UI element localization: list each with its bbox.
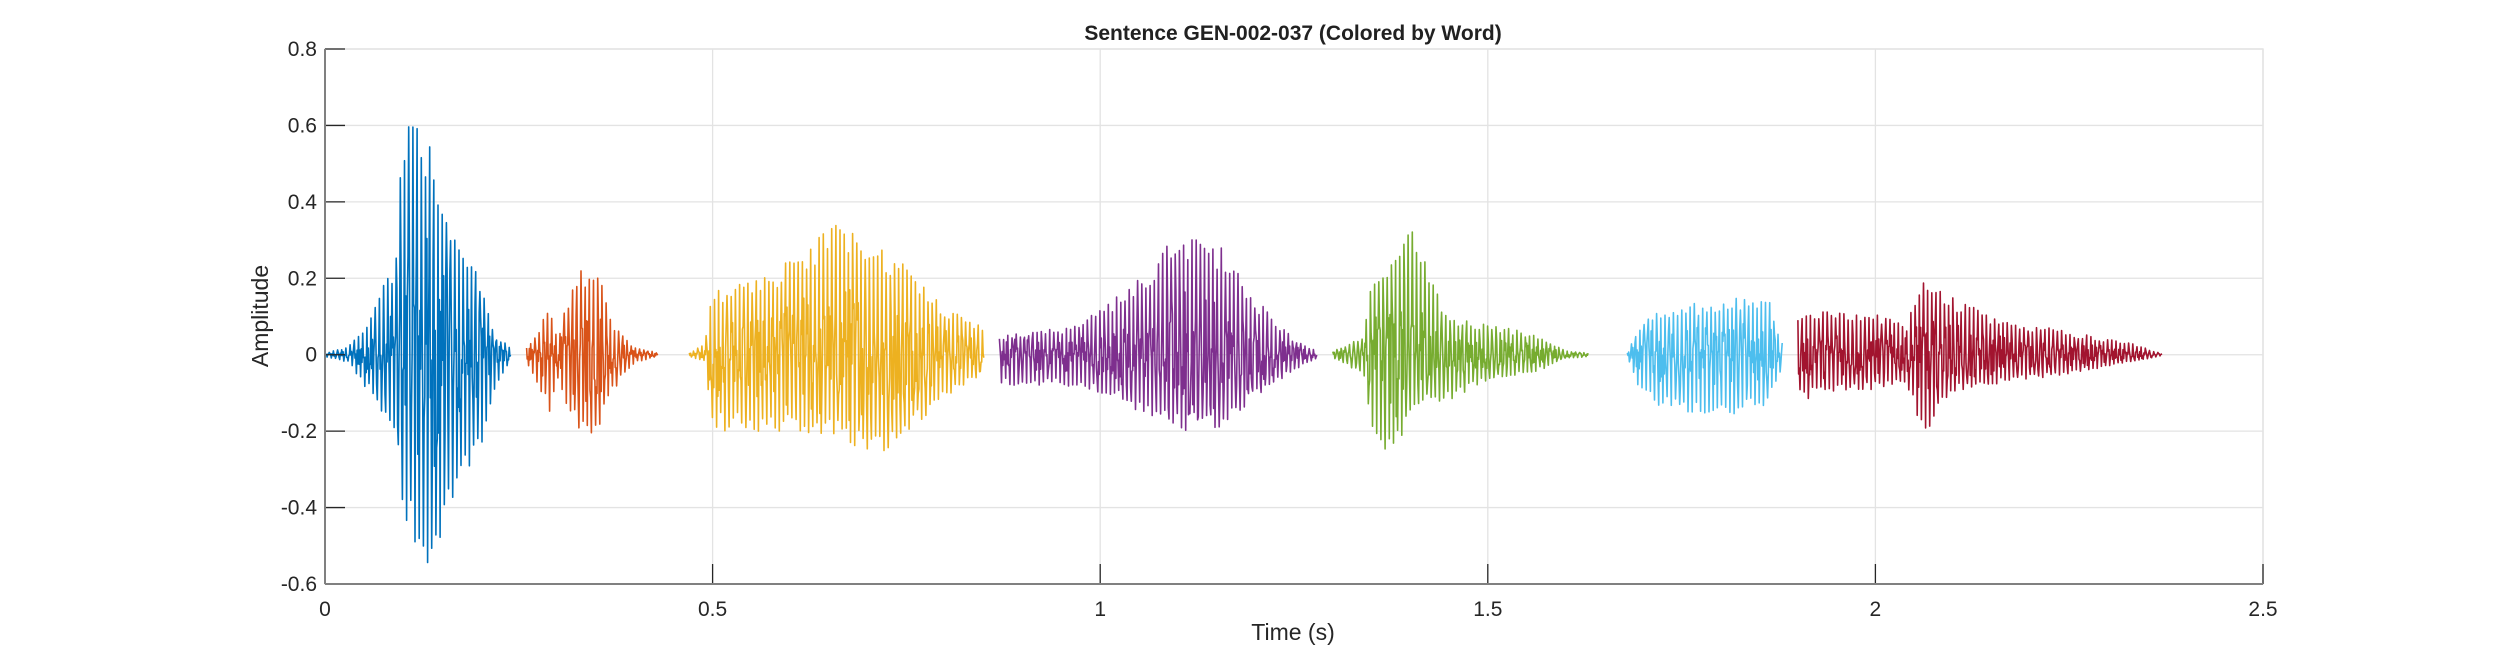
x-tick-label: 1 xyxy=(1094,598,1106,621)
word-segment-3 xyxy=(688,224,985,452)
y-tick-label: -0.6 xyxy=(281,573,317,596)
word-segment-1 xyxy=(324,126,512,564)
y-tick-label: 0.6 xyxy=(288,114,317,137)
y-tick-label: 0 xyxy=(305,344,317,367)
x-tick-label: 2 xyxy=(1870,598,1882,621)
word-segment-4 xyxy=(998,239,1318,431)
axes xyxy=(324,48,2264,585)
word-segment-6 xyxy=(1626,297,1783,415)
y-tick-label: -0.4 xyxy=(281,497,318,520)
x-tick-label: 1.5 xyxy=(1473,598,1502,621)
y-axis-label: Amplitude xyxy=(247,265,273,367)
waveform-segments xyxy=(324,126,2163,564)
y-tick-label: -0.2 xyxy=(281,420,317,443)
x-tick-label: 0 xyxy=(319,598,331,621)
chart-title: Sentence GEN-002-037 (Colored by Word) xyxy=(1084,22,1501,45)
x-tick-label: 2.5 xyxy=(2248,598,2277,621)
word-segment-7 xyxy=(1797,282,2163,429)
tick-labels: 0 0.5 1 1.5 2 2.5 -0.6 -0.4 -0.2 0 0.2 0.4 0.6 0.8 xyxy=(281,38,2278,621)
grid xyxy=(324,48,2264,585)
word-segment-2 xyxy=(525,270,659,434)
word-segment-5 xyxy=(1332,231,1589,450)
x-axis-label: Time (s) xyxy=(1251,619,1334,645)
plot-area xyxy=(324,48,2264,585)
y-tick-label: 0.8 xyxy=(288,38,317,61)
x-tick-label: 0.5 xyxy=(698,598,727,621)
y-tick-label: 0.2 xyxy=(288,267,317,290)
y-tick-label: 0.4 xyxy=(288,191,318,214)
